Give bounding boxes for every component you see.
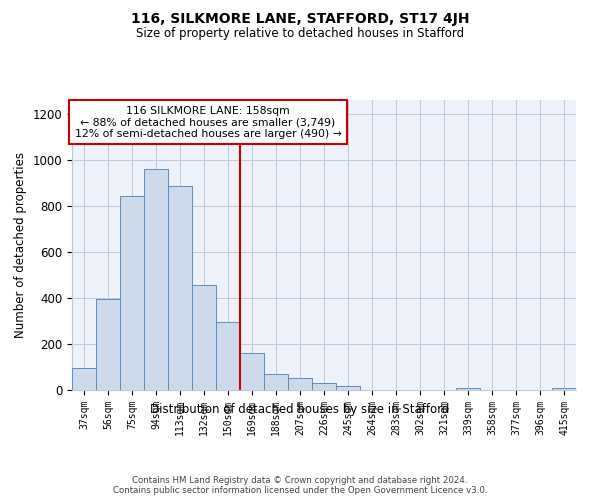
Bar (120, 196, 144, 390)
Text: Size of property relative to detached houses in Stafford: Size of property relative to detached ho… (136, 28, 464, 40)
Bar (216, 322, 240, 390)
Bar (552, 388, 576, 390)
Y-axis label: Number of detached properties: Number of detached properties (14, 152, 27, 338)
Text: Distribution of detached houses by size in Stafford: Distribution of detached houses by size … (151, 402, 449, 415)
Bar (456, 388, 480, 390)
Bar (264, 374, 288, 390)
Bar (96, 299, 120, 390)
Text: Contains HM Land Registry data © Crown copyright and database right 2024.
Contai: Contains HM Land Registry data © Crown c… (113, 476, 487, 495)
Bar (336, 386, 360, 390)
Text: 116, SILKMORE LANE, STAFFORD, ST17 4JH: 116, SILKMORE LANE, STAFFORD, ST17 4JH (131, 12, 469, 26)
Bar (168, 186, 192, 390)
Bar (288, 378, 312, 390)
Bar (240, 353, 264, 390)
Bar (72, 368, 96, 390)
Bar (192, 286, 216, 390)
Bar (144, 169, 168, 390)
Bar (312, 382, 336, 390)
Text: 116 SILKMORE LANE: 158sqm
← 88% of detached houses are smaller (3,749)
12% of se: 116 SILKMORE LANE: 158sqm ← 88% of detac… (74, 106, 341, 139)
